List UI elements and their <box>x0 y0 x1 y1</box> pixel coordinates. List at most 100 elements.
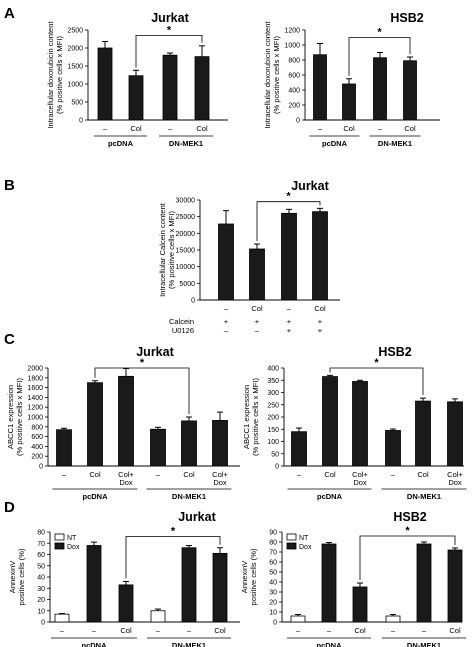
treatment-mark: – <box>255 326 260 335</box>
y-tick-label: 40 <box>37 575 45 582</box>
bar <box>322 376 338 467</box>
bar <box>118 375 134 467</box>
treatment-mark: + <box>318 317 323 326</box>
bar <box>447 549 463 623</box>
y-tick-label: 1200 <box>27 405 43 412</box>
chart-title: Jurkat <box>136 345 174 359</box>
y-tick-label: 1000 <box>27 415 43 422</box>
y-axis-label: ABCC1 expression <box>242 385 251 449</box>
y-tick-label: 1500 <box>67 64 83 71</box>
category-label: Col <box>449 626 461 635</box>
category-label: Col <box>343 124 355 133</box>
y-tick-label: 1200 <box>284 28 300 35</box>
bar <box>150 428 166 467</box>
significance-star: * <box>140 357 145 369</box>
y-tick-label: 20 <box>269 600 277 607</box>
legend-swatch <box>286 533 297 541</box>
category-label: – <box>224 304 229 313</box>
y-tick-label: 70 <box>37 541 45 548</box>
group-label: DN-MEK1 <box>407 641 441 647</box>
y-axis-label: ABCC1 expression <box>6 385 15 449</box>
group-label: DN-MEK1 <box>172 641 206 647</box>
bar <box>128 75 144 121</box>
y-tick-label: 0 <box>275 464 279 471</box>
category-label: Dox <box>448 478 462 487</box>
y-tick-label: 400 <box>288 88 300 95</box>
y-tick-label: 50 <box>271 451 279 458</box>
category-label: Col <box>417 470 429 479</box>
category-label: Col <box>214 626 226 635</box>
bar <box>194 56 210 121</box>
y-axis-label: (% positive cells x MFI) <box>167 211 176 290</box>
treatment-row-label: U0126 <box>172 326 194 335</box>
bar <box>342 83 356 121</box>
bar <box>313 54 327 121</box>
bar <box>352 381 368 467</box>
y-tick-label: 1000 <box>284 43 300 50</box>
panel-b: B Jurkat Intracellular Calcein content (% p… <box>4 177 340 335</box>
bar <box>212 420 228 467</box>
y-tick-label: 150 <box>267 427 279 434</box>
category-label: Col <box>130 124 142 133</box>
y-tick-label: 250 <box>267 402 279 409</box>
significance-bracket <box>256 201 321 241</box>
chart-hsb2: HSB2 ABCC1 expression (% positive cells x … <box>242 345 467 501</box>
y-tick-label: 20 <box>37 597 45 604</box>
y-tick-label: 2000 <box>67 46 83 53</box>
bar <box>86 545 102 623</box>
treatment-mark: + <box>224 317 229 326</box>
y-tick-label: 800 <box>31 424 43 431</box>
y-axis-label: (% positive cells x MFI) <box>251 378 260 457</box>
y-tick-label: 1000 <box>67 82 83 89</box>
significance-star: * <box>405 525 410 537</box>
y-axis-label: Intracellular Calcein content <box>158 202 167 297</box>
bar <box>281 212 297 301</box>
y-tick-label: 350 <box>267 378 279 385</box>
y-tick-label: 10 <box>269 610 277 617</box>
legend-swatch <box>54 533 65 541</box>
category-label: Col+ <box>352 470 368 479</box>
y-tick-label: 5000 <box>179 281 195 288</box>
bar <box>312 211 328 301</box>
group-label: pcDNA <box>108 139 134 148</box>
chart-title: Jurkat <box>178 510 216 524</box>
y-tick-label: 0 <box>273 620 277 627</box>
y-tick-label: 600 <box>288 73 300 80</box>
chart-jurkat: Jurkat Intracellular Calcein content (% po… <box>158 179 340 335</box>
bar <box>249 248 265 301</box>
y-axis-label: positive cells (%) <box>17 548 26 605</box>
group-label: DN-MEK1 <box>378 139 412 148</box>
category-label: Col <box>251 304 263 313</box>
category-label: – <box>287 304 292 313</box>
category-label: – <box>422 626 427 635</box>
significance-bracket <box>329 367 424 396</box>
category-label: Dox <box>213 478 227 487</box>
bar <box>385 430 401 467</box>
category-label: – <box>168 124 173 133</box>
bar <box>291 431 307 467</box>
bar <box>181 547 197 623</box>
category-label: Col+ <box>212 470 228 479</box>
category-label: Col <box>196 124 208 133</box>
y-tick-label: 25000 <box>176 214 196 221</box>
bar <box>290 615 306 623</box>
category-label: Col <box>314 304 326 313</box>
panel-letter: A <box>4 5 15 22</box>
category-label: Col <box>120 626 132 635</box>
category-label: Col+ <box>447 470 463 479</box>
category-label: Col <box>324 470 336 479</box>
y-tick-label: 40 <box>269 580 277 587</box>
significance-bracket <box>135 35 203 68</box>
chart-title: Jurkat <box>291 179 329 193</box>
chart-title: HSB2 <box>390 11 423 25</box>
y-tick-label: 15000 <box>176 248 196 255</box>
y-tick-label: 90 <box>269 530 277 537</box>
bar <box>403 60 417 121</box>
category-label: – <box>391 470 396 479</box>
category-label: – <box>318 124 323 133</box>
category-label: – <box>62 470 67 479</box>
y-tick-label: 2000 <box>27 366 43 373</box>
y-tick-label: 200 <box>31 454 43 461</box>
